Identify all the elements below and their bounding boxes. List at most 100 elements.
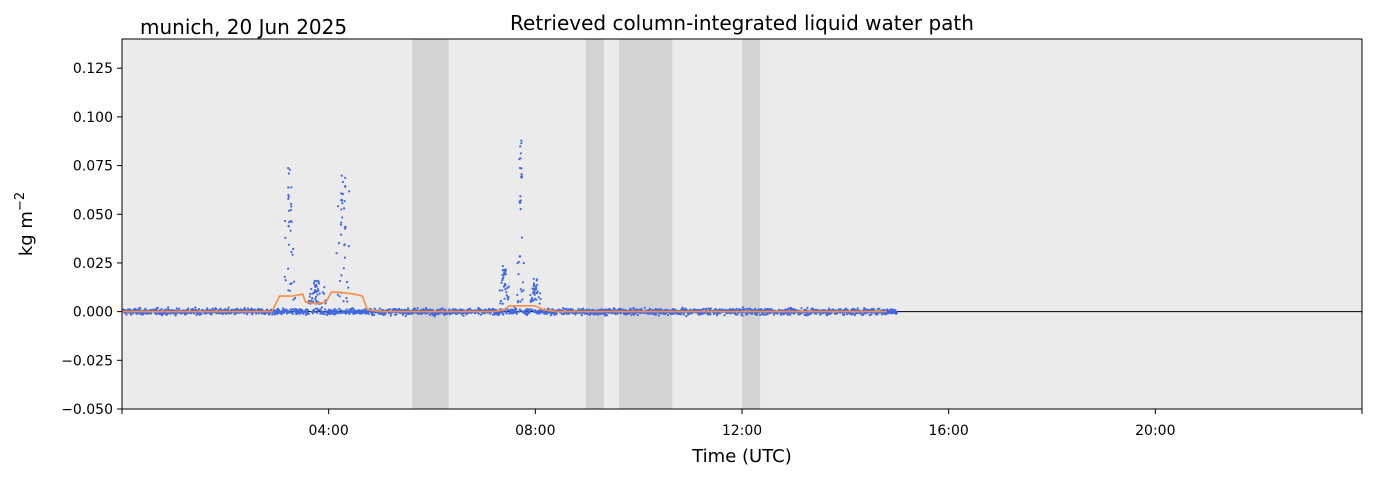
data-point xyxy=(313,310,316,313)
data-point xyxy=(604,314,607,317)
data-point xyxy=(479,313,483,316)
data-point xyxy=(315,283,318,286)
data-point xyxy=(290,282,293,285)
data-point xyxy=(513,306,516,309)
data-point xyxy=(535,278,539,281)
data-point xyxy=(455,312,458,316)
data-point xyxy=(522,289,525,292)
data-point xyxy=(156,306,159,309)
data-point xyxy=(288,168,291,171)
data-point xyxy=(736,313,739,316)
data-point xyxy=(640,307,643,310)
data-point xyxy=(537,309,541,312)
data-point xyxy=(630,313,633,317)
data-point xyxy=(160,307,163,311)
data-point xyxy=(333,308,336,311)
data-point xyxy=(755,313,758,316)
data-point xyxy=(378,307,381,310)
data-point xyxy=(185,311,188,315)
data-point xyxy=(345,297,348,300)
data-point xyxy=(894,309,897,312)
data-point xyxy=(532,277,535,280)
data-point xyxy=(283,308,286,311)
data-point xyxy=(426,312,429,315)
data-point xyxy=(895,311,899,314)
data-point xyxy=(284,279,287,282)
data-point xyxy=(520,142,523,145)
data-point xyxy=(568,312,571,315)
data-point xyxy=(505,294,508,297)
data-point xyxy=(371,313,374,317)
data-point xyxy=(311,312,314,315)
data-point xyxy=(287,267,290,270)
data-point xyxy=(851,312,855,315)
data-point xyxy=(246,307,249,310)
data-point xyxy=(341,180,344,184)
data-point xyxy=(783,312,786,315)
data-point xyxy=(462,314,465,317)
data-point xyxy=(348,190,351,193)
data-point xyxy=(804,314,807,317)
y-tick-label: −0.050 xyxy=(61,402,113,418)
data-point xyxy=(517,260,520,263)
data-point xyxy=(155,313,158,316)
data-point xyxy=(636,313,639,317)
data-point xyxy=(317,282,320,285)
data-point xyxy=(287,225,290,228)
data-point xyxy=(689,312,692,315)
shaded-interval xyxy=(619,39,673,409)
data-point xyxy=(292,247,295,251)
data-point xyxy=(326,313,329,316)
data-point xyxy=(401,313,405,316)
data-point xyxy=(348,312,351,315)
data-point xyxy=(439,308,442,311)
data-point xyxy=(273,309,276,312)
data-point xyxy=(316,307,319,310)
data-point xyxy=(519,201,522,204)
data-point xyxy=(284,308,288,311)
shaded-interval xyxy=(412,39,449,409)
data-point xyxy=(680,313,683,316)
data-point xyxy=(290,250,293,253)
data-point xyxy=(323,308,327,311)
data-point xyxy=(498,289,501,292)
data-point xyxy=(319,308,322,311)
data-point xyxy=(340,192,343,195)
data-point xyxy=(503,268,506,271)
data-point xyxy=(654,308,657,311)
data-point xyxy=(562,307,565,310)
data-point xyxy=(195,313,198,316)
data-point xyxy=(532,299,535,302)
data-point xyxy=(501,289,504,292)
data-point xyxy=(764,307,767,310)
data-point xyxy=(864,312,867,315)
y-axis-label-exponent: −2 xyxy=(13,192,28,211)
data-point xyxy=(587,312,590,315)
data-point xyxy=(313,279,316,282)
data-point xyxy=(343,243,346,246)
data-point xyxy=(567,308,570,311)
data-point xyxy=(702,307,705,310)
data-point xyxy=(518,310,521,313)
data-point xyxy=(287,209,291,212)
data-point xyxy=(320,306,324,309)
data-point xyxy=(227,306,230,309)
data-point xyxy=(194,306,197,309)
data-point xyxy=(287,197,290,200)
data-point xyxy=(658,308,661,311)
y-tick-label: 0.075 xyxy=(73,159,113,175)
data-point xyxy=(632,307,636,310)
data-point xyxy=(364,308,367,311)
data-point xyxy=(336,309,339,312)
data-point xyxy=(500,281,503,284)
data-point xyxy=(345,308,348,311)
data-point xyxy=(367,312,370,315)
data-point xyxy=(886,308,889,311)
x-axis-label: Time (UTC) xyxy=(691,446,792,467)
data-point xyxy=(144,307,147,310)
data-point xyxy=(648,307,652,310)
data-point xyxy=(519,145,522,148)
data-point xyxy=(499,299,502,303)
data-point xyxy=(596,313,599,316)
data-point xyxy=(741,314,744,317)
